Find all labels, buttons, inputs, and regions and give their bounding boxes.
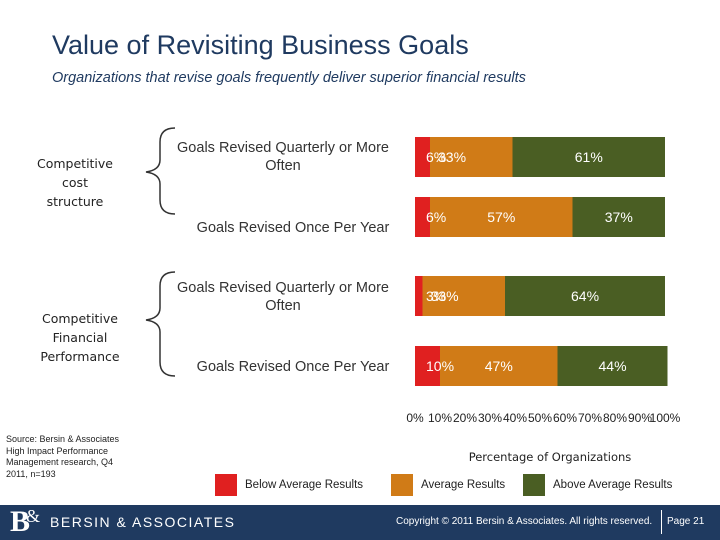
bar-data-label: 6% xyxy=(426,149,446,165)
bar-segment xyxy=(572,197,665,237)
category-label: Goals Revised Once Per Year xyxy=(196,359,390,375)
legend-swatch-below xyxy=(215,474,237,496)
footer-bar xyxy=(0,505,720,540)
group-label-cost: Competitive cost structure xyxy=(36,156,113,209)
x-tick-label: 0% xyxy=(406,411,424,425)
bar-data-label: 3% xyxy=(426,288,446,304)
x-tick-label: 10% xyxy=(428,411,452,425)
bar-data-label: 37% xyxy=(605,209,633,225)
page-number: Page 21 xyxy=(667,516,705,527)
x-tick-label: 70% xyxy=(578,411,602,425)
footer-divider xyxy=(661,510,662,534)
bar-segment xyxy=(422,276,505,316)
legend-item-above: Above Average Results xyxy=(523,474,672,496)
bar-segment xyxy=(415,197,430,237)
bar-segment xyxy=(512,137,665,177)
legend-item-below: Below Average Results xyxy=(215,474,363,496)
bar-segment xyxy=(505,276,665,316)
bar-data-label: 47% xyxy=(485,358,513,374)
legend-label: Above Average Results xyxy=(553,479,673,491)
x-tick-label: 20% xyxy=(453,411,477,425)
category-label: Goals Revised Quarterly or More Often xyxy=(177,140,389,174)
bar-segment xyxy=(440,346,558,386)
page-title: Value of Revisiting Business Goals xyxy=(52,30,469,60)
x-axis-label: Percentage of Organizations xyxy=(468,450,632,464)
logo-mark: B xyxy=(10,505,31,538)
bar-data-label: 33% xyxy=(438,149,466,165)
legend-swatch-average xyxy=(391,474,413,496)
x-tick-label: 30% xyxy=(478,411,502,425)
bar-segment xyxy=(415,137,430,177)
source-note: Source: Bersin & Associates High Impact … xyxy=(6,434,120,479)
company-logo: B & BERSIN & ASSOCIATES xyxy=(10,505,236,538)
bar-data-label: 33% xyxy=(431,288,459,304)
bar-segment xyxy=(415,346,440,386)
page-subtitle: Organizations that revise goals frequent… xyxy=(52,70,526,86)
bar-data-label: 57% xyxy=(487,209,515,225)
bar-data-label: 64% xyxy=(571,288,599,304)
bar-segment xyxy=(557,346,668,386)
bar-data-label: 61% xyxy=(575,149,603,165)
x-tick-label: 80% xyxy=(603,411,627,425)
bar-data-label: 10% xyxy=(426,358,454,374)
category-label: Goals Revised Quarterly or More Often xyxy=(177,280,389,314)
group-label-financial: Competitive Financial Performance xyxy=(40,311,120,364)
bar-data-label: 6% xyxy=(426,209,446,225)
x-tick-label: 40% xyxy=(503,411,527,425)
bar-segment xyxy=(430,137,513,177)
group-brace-icon xyxy=(145,271,176,377)
bar-segment xyxy=(415,276,423,316)
x-tick-label: 60% xyxy=(553,411,577,425)
x-tick-label: 90% xyxy=(628,411,652,425)
legend-label: Below Average Results xyxy=(245,479,364,491)
legend-item-average: Average Results xyxy=(391,474,505,496)
legend-swatch-above xyxy=(523,474,545,496)
legend-label: Average Results xyxy=(421,479,506,491)
category-label: Goals Revised Once Per Year xyxy=(196,220,390,236)
x-tick-label: 100% xyxy=(650,411,681,425)
x-tick-label: 50% xyxy=(528,411,552,425)
bar-segment xyxy=(430,197,573,237)
logo-amp: & xyxy=(26,505,41,526)
group-brace-icon xyxy=(145,127,176,215)
logo-text: BERSIN & ASSOCIATES xyxy=(50,514,236,530)
bar-data-label: 44% xyxy=(599,358,627,374)
copyright-text: Copyright © 2011 Bersin & Associates. Al… xyxy=(396,516,653,527)
